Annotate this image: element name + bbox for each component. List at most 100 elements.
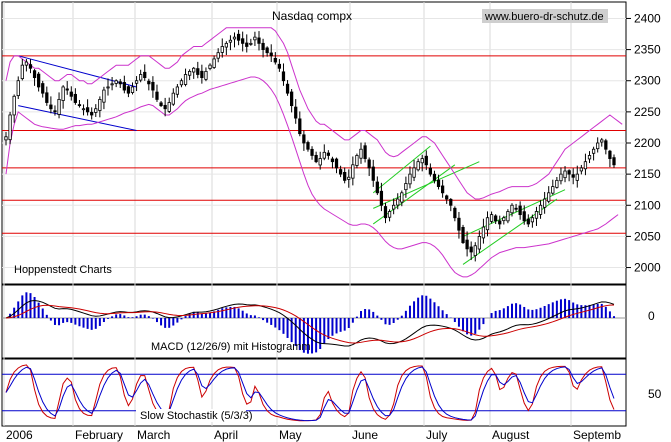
candle-body xyxy=(559,173,563,182)
candle-body xyxy=(310,148,314,156)
candle-body xyxy=(196,68,200,75)
source-label: www.buero-dr-schutz.de xyxy=(484,11,604,23)
candle-body xyxy=(285,83,290,94)
candle-body xyxy=(534,211,539,219)
candle-body xyxy=(579,167,583,172)
candle-body xyxy=(604,140,608,150)
candle-body xyxy=(126,86,131,94)
candle-body xyxy=(465,239,469,250)
candle-body xyxy=(506,211,510,222)
candle-body xyxy=(547,192,551,202)
candle-body xyxy=(571,174,575,178)
stochastic-series xyxy=(2,364,626,422)
candle-body xyxy=(8,114,12,141)
candle-body xyxy=(159,102,163,107)
candle-body xyxy=(114,80,118,84)
candle-body xyxy=(187,70,192,76)
candle-body xyxy=(453,207,457,219)
stoch-label-bg xyxy=(136,409,246,422)
candle-body xyxy=(567,170,571,175)
candle-body xyxy=(41,83,45,94)
candle-body xyxy=(416,161,420,171)
candle-body xyxy=(420,158,424,164)
candle-body xyxy=(94,108,98,113)
candle-body xyxy=(77,104,82,107)
chart-title: Nasdaq compx xyxy=(272,9,352,23)
y-tick-label: 2050 xyxy=(634,229,661,243)
stoch-panel xyxy=(1,358,627,427)
candles xyxy=(4,29,616,262)
candle-body xyxy=(294,106,298,119)
candle-body xyxy=(245,42,249,47)
candle-body xyxy=(445,195,449,200)
candle-body xyxy=(481,226,486,239)
candle-body xyxy=(179,80,184,86)
candle-body xyxy=(81,108,86,111)
candle-body xyxy=(32,70,37,79)
candle-body xyxy=(436,179,441,187)
candle-body xyxy=(514,207,518,210)
candle-body xyxy=(371,166,375,181)
stoch-label: Slow Stochastik (5/3/3) xyxy=(140,410,253,422)
stoch-d-line xyxy=(5,366,615,422)
candle-body xyxy=(241,38,245,44)
candle-body xyxy=(600,139,604,143)
candle-body xyxy=(375,181,379,194)
candle-body xyxy=(110,83,114,86)
candle-body xyxy=(261,42,265,50)
y-tick-label: 2000 xyxy=(634,261,661,275)
candle-body xyxy=(28,64,33,69)
candle-body xyxy=(379,190,384,206)
candle-body xyxy=(277,63,282,69)
candle-body xyxy=(269,52,273,57)
candle-body xyxy=(204,70,208,80)
candle-body xyxy=(563,170,567,179)
candle-body xyxy=(290,91,294,107)
candle-body xyxy=(273,58,277,63)
candle-body xyxy=(175,86,180,95)
macd-panel xyxy=(1,284,627,359)
candle-body xyxy=(192,67,196,73)
y-axis-ticks: 2400 2350 2300 2250 2200 2150 2100 2050 2000 xyxy=(626,11,661,275)
candle-body xyxy=(408,173,412,185)
x-tick-label: May xyxy=(279,428,302,442)
candle-body xyxy=(428,167,432,175)
candle-body xyxy=(163,104,167,110)
x-tick-label: February xyxy=(75,428,123,442)
candle-body xyxy=(118,81,122,85)
candle-body xyxy=(318,158,322,166)
x-tick-label: 2006 xyxy=(6,428,33,442)
bollinger-lower-line xyxy=(5,76,619,278)
candle-body xyxy=(469,246,473,253)
macd-series xyxy=(2,292,626,354)
candle-body xyxy=(538,204,543,215)
candle-body xyxy=(122,82,126,91)
candle-body xyxy=(347,176,351,180)
candle-body xyxy=(73,93,77,103)
horizontal-levels xyxy=(2,55,626,234)
candle-body xyxy=(69,91,73,97)
candle-body xyxy=(608,150,612,159)
green-channel-line xyxy=(372,145,431,194)
candle-body xyxy=(302,134,306,144)
candle-body xyxy=(306,142,310,150)
candle-body xyxy=(49,104,53,110)
bollinger-upper-line xyxy=(5,27,623,200)
candle-body xyxy=(134,80,139,84)
x-tick-label: June xyxy=(352,428,378,442)
candle-body xyxy=(16,80,20,97)
y-tick-label: 2100 xyxy=(634,198,661,212)
candle-body xyxy=(587,155,592,160)
candle-body xyxy=(485,217,490,231)
candle-body xyxy=(367,159,371,169)
candle-body xyxy=(596,142,600,150)
blue-channel-lower xyxy=(18,105,137,132)
candle-body xyxy=(575,173,579,181)
candle-body xyxy=(130,86,135,93)
candle-body xyxy=(139,74,143,81)
candle-body xyxy=(65,88,69,91)
bollinger-bands xyxy=(5,27,623,278)
candle-body xyxy=(257,37,261,44)
credit-label: Hoppenstedt Charts xyxy=(14,264,112,276)
candle-body xyxy=(440,185,445,194)
